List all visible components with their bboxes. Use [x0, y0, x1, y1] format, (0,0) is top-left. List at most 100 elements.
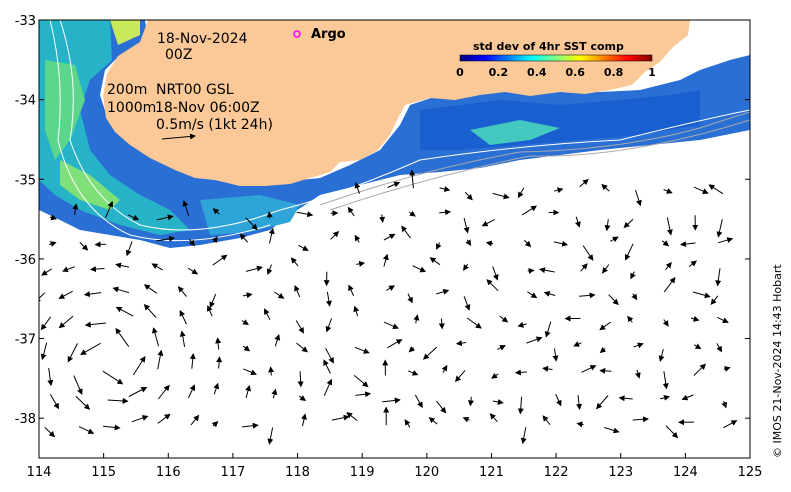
current-vector-arrow	[383, 233, 396, 241]
current-vector-arrow	[212, 208, 220, 215]
current-vector-arrow	[242, 345, 251, 352]
current-vector-arrow	[268, 227, 275, 244]
current-vector-arrow	[539, 267, 555, 274]
current-vector-arrow	[242, 422, 259, 429]
current-vector-arrow	[693, 363, 707, 376]
current-vector-arrow	[401, 225, 412, 239]
current-vector-arrow	[382, 397, 401, 404]
current-vector-arrow	[635, 189, 642, 207]
current-vector-arrow	[58, 315, 74, 329]
current-vector-arrow	[408, 369, 419, 376]
current-vector-arrow	[325, 291, 332, 307]
current-vector-arrow	[242, 292, 253, 299]
current-vector-arrow	[325, 348, 334, 364]
current-vector-arrow	[353, 375, 369, 388]
current-vector-arrow	[157, 413, 171, 424]
current-vector-arrow	[527, 291, 538, 299]
current-vector-arrow	[708, 184, 724, 195]
current-vector-arrow	[264, 308, 271, 321]
x-tick-label: 122	[544, 465, 569, 480]
current-vector-arrow	[271, 388, 278, 399]
plot-frame	[38, 19, 751, 459]
current-vector-arrow	[491, 372, 499, 379]
current-vector-arrow	[75, 395, 91, 410]
y-tick-label: -35	[15, 173, 36, 188]
y-tick-label: -36	[15, 253, 36, 268]
current-vector-arrow	[382, 253, 389, 267]
current-vector-arrow	[115, 262, 130, 269]
current-vector-arrow	[710, 295, 719, 305]
current-vector-arrow	[330, 230, 340, 240]
current-vector-arrow	[604, 427, 620, 434]
current-vector-arrow	[582, 245, 594, 261]
current-vector-arrow	[298, 244, 309, 251]
y-tick-label: -37	[15, 333, 36, 348]
current-vector-arrow	[543, 290, 556, 297]
y-axis: -33 -34 -35 -36 -37 -38	[15, 14, 750, 427]
current-vector-arrow	[151, 327, 160, 347]
current-vector-arrow	[436, 400, 447, 414]
current-vector-arrow	[62, 266, 75, 273]
current-vector-arrow	[412, 265, 427, 273]
current-vector-arrow	[596, 395, 609, 410]
copyright-text: © IMOS 21-Nov-2024 14:43 Hobart	[771, 264, 784, 458]
current-vector-arrow	[499, 315, 509, 323]
current-vector-arrow	[693, 343, 702, 350]
current-vector-arrow	[663, 188, 673, 194]
date-label: 18-Nov-2024	[157, 31, 248, 47]
current-vector-arrow	[542, 415, 551, 426]
current-vector-arrow	[243, 368, 257, 376]
current-vector-arrow	[84, 321, 107, 328]
current-vector-arrow	[298, 395, 307, 401]
current-vector-arrow	[681, 394, 694, 401]
current-vector-arrow	[49, 214, 57, 221]
current-vector-arrow	[187, 384, 196, 399]
current-vector-arrow	[128, 387, 148, 397]
current-vector-arrow	[463, 296, 471, 311]
current-vector-arrow	[661, 240, 670, 247]
current-vector-arrow	[215, 337, 222, 350]
bathymetry-contours	[49, 20, 750, 242]
land-mass	[103, 20, 690, 186]
current-vector-arrow	[156, 235, 176, 242]
current-vector-arrow	[41, 268, 52, 276]
current-vector-arrow	[78, 426, 95, 434]
current-vector-arrow	[274, 334, 281, 347]
current-vector-arrow	[492, 192, 510, 200]
current-vector-arrow	[439, 209, 452, 216]
current-vector-arrow	[112, 286, 130, 294]
current-vector-arrow	[441, 364, 448, 373]
current-vector-arrow	[526, 336, 543, 344]
current-vector-arrow	[663, 277, 676, 293]
current-vector-arrow	[723, 420, 738, 429]
current-vector-arrow	[404, 419, 411, 428]
colorbar-tick-label: 0.6	[565, 66, 585, 79]
current-vector-arrow	[435, 242, 442, 250]
current-vector-arrow	[40, 342, 48, 361]
current-vector-arrow	[527, 267, 535, 274]
x-tick-label: 114	[27, 465, 52, 480]
scale-label: 0.5m/s (1kt 24h)	[156, 117, 273, 133]
current-vector-arrow	[599, 346, 607, 354]
x-tick-label: 119	[350, 465, 375, 480]
argo-label: Argo	[311, 27, 346, 42]
current-vector-arrow	[179, 309, 187, 325]
current-vector-arrow	[331, 414, 350, 421]
y-tick-label: -33	[15, 14, 36, 29]
current-vector-arrow	[143, 284, 158, 294]
current-vector-arrow	[132, 356, 146, 376]
current-vector-arrow	[323, 378, 333, 396]
current-vector-arrow	[47, 367, 54, 387]
sst-coverage-area	[39, 20, 750, 248]
current-vector-arrow	[206, 305, 213, 317]
current-vector-arrow	[67, 343, 78, 363]
current-vector-arrow	[189, 353, 196, 369]
current-vector-arrow	[553, 187, 564, 194]
colorbar-tick-label: 0	[456, 66, 464, 79]
current-vector-arrow	[177, 286, 187, 297]
current-vector-arrow	[190, 414, 200, 426]
current-vector-arrow	[245, 265, 263, 272]
current-vector-arrow	[346, 412, 358, 421]
current-vector-arrow	[125, 241, 133, 257]
